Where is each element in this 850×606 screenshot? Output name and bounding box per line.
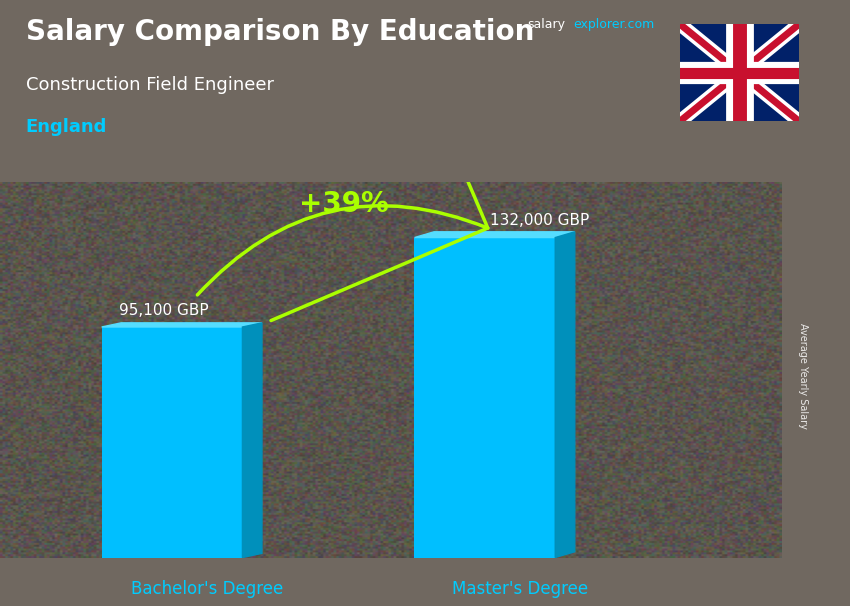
Bar	[102, 327, 242, 558]
Text: Average Yearly Salary: Average Yearly Salary	[798, 323, 808, 428]
Text: 95,100 GBP: 95,100 GBP	[119, 302, 209, 318]
Text: Master's Degree: Master's Degree	[452, 580, 588, 598]
Polygon shape	[555, 231, 575, 558]
Text: salary: salary	[527, 18, 565, 31]
Text: explorer.com: explorer.com	[574, 18, 655, 31]
Text: Bachelor's Degree: Bachelor's Degree	[131, 580, 283, 598]
Text: Construction Field Engineer: Construction Field Engineer	[26, 76, 274, 94]
Text: England: England	[26, 118, 107, 136]
Polygon shape	[415, 231, 575, 238]
Text: +39%: +39%	[299, 190, 389, 218]
Polygon shape	[102, 323, 262, 327]
Bar	[415, 238, 555, 558]
Text: Salary Comparison By Education: Salary Comparison By Education	[26, 18, 534, 46]
Text: 132,000 GBP: 132,000 GBP	[490, 213, 589, 228]
FancyArrowPatch shape	[197, 12, 488, 321]
Polygon shape	[242, 323, 262, 558]
